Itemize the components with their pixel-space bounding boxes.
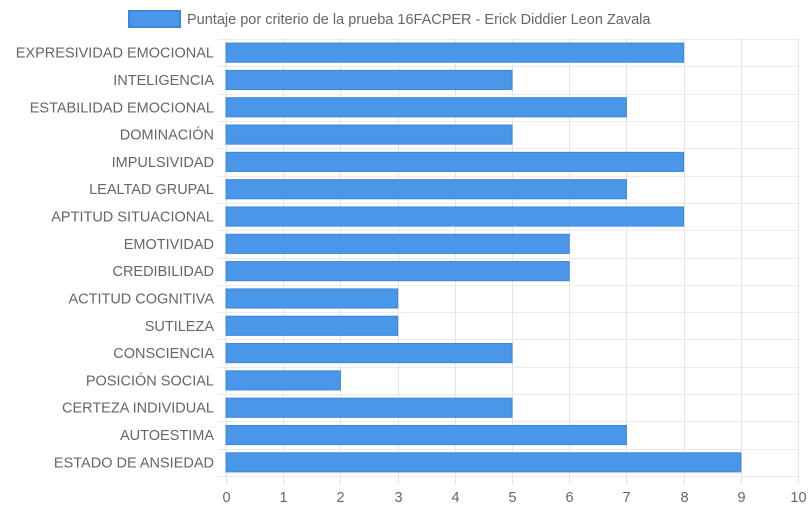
bar[interactable]: [225, 424, 627, 446]
x-tick-label: 8: [680, 490, 688, 506]
x-tick-labels: 0 1 2 3 4 5 6 7 8 9 10: [222, 490, 806, 506]
x-tick-label: 10: [790, 490, 806, 506]
category-label: POSICIÓN SOCIAL: [86, 372, 214, 389]
category-label: ESTABILIDAD EMOCIONAL: [30, 100, 214, 116]
category-label: INTELIGENCIA: [113, 73, 214, 89]
bar[interactable]: [225, 397, 513, 418]
category-label: EXPRESIVIDAD EMOCIONAL: [16, 46, 214, 62]
bar[interactable]: [225, 124, 513, 145]
x-tick-label: 1: [279, 490, 287, 506]
category-label: AUTOESTIMA: [120, 428, 214, 444]
bar[interactable]: [225, 315, 399, 336]
x-tick-label: 4: [451, 490, 459, 506]
bar[interactable]: [225, 206, 685, 227]
x-tick-label: 9: [737, 490, 745, 506]
bar[interactable]: [225, 42, 685, 63]
x-tick-label: 0: [222, 490, 230, 506]
category-label: DOMINACIÓN: [120, 127, 214, 144]
bar[interactable]: [225, 233, 570, 254]
bar[interactable]: [225, 288, 399, 309]
legend-label: Puntaje por criterio de la prueba 16FACP…: [187, 12, 651, 28]
category-label: SUTILEZA: [145, 319, 215, 335]
bar[interactable]: [225, 69, 513, 91]
legend[interactable]: Puntaje por criterio de la prueba 16FACP…: [128, 10, 651, 28]
category-label: EMOTIVIDAD: [124, 237, 214, 253]
category-label: APTITUD SITUACIONAL: [51, 210, 214, 226]
bars: [225, 42, 742, 473]
bar[interactable]: [225, 97, 627, 118]
bar[interactable]: [225, 343, 513, 364]
bar[interactable]: [225, 261, 570, 282]
x-tick-label: 5: [508, 490, 516, 506]
category-label: LEALTAD GRUPAL: [89, 182, 214, 198]
x-tick-label: 6: [565, 490, 573, 506]
category-label: IMPULSIVIDAD: [112, 155, 214, 171]
category-label: CONSCIENCIA: [113, 346, 214, 362]
category-label: ESTADO DE ANSIEDAD: [54, 455, 214, 471]
x-tick-label: 2: [336, 490, 344, 506]
category-labels: EXPRESIVIDAD EMOCIONAL INTELIGENCIA ESTABI…: [16, 46, 215, 472]
x-tick-label: 7: [622, 490, 630, 506]
legend-swatch: [128, 10, 181, 28]
bar[interactable]: [225, 151, 685, 172]
category-label: CERTEZA INDIVIDUAL: [62, 401, 214, 417]
x-tick-label: 3: [394, 490, 402, 506]
category-label: CREDIBILIDAD: [112, 264, 214, 280]
category-label: ACTITUD COGNITIVA: [68, 291, 214, 307]
bar[interactable]: [225, 179, 627, 200]
bar[interactable]: [225, 452, 742, 473]
bar[interactable]: [225, 370, 341, 391]
